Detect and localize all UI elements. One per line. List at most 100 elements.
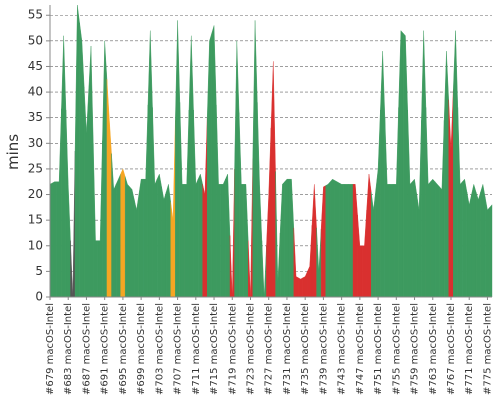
area-segment bbox=[416, 120, 422, 298]
area-segment bbox=[348, 184, 354, 298]
area-segment bbox=[489, 204, 493, 298]
x-tick-label: #743 macOS-Intel bbox=[337, 303, 348, 395]
area-segment bbox=[275, 171, 281, 298]
x-tick-label: #755 macOS-Intel bbox=[391, 303, 402, 395]
area-segment bbox=[202, 117, 208, 298]
area-segment bbox=[88, 45, 94, 298]
area-segment bbox=[143, 104, 149, 298]
area-segment bbox=[124, 176, 130, 298]
area-segment bbox=[115, 173, 121, 298]
area-segment bbox=[448, 89, 454, 298]
area-segment bbox=[412, 178, 418, 298]
x-tick-label: #695 macOS-Intel bbox=[118, 303, 129, 395]
area-segment bbox=[138, 178, 144, 298]
x-tick-label: #703 macOS-Intel bbox=[154, 303, 165, 395]
x-tick-label: #759 macOS-Intel bbox=[410, 303, 421, 395]
area-segment bbox=[339, 182, 345, 298]
x-tick-label: #727 macOS-Intel bbox=[264, 303, 275, 395]
x-tick-label: #747 macOS-Intel bbox=[355, 303, 366, 395]
x-tick-label: #739 macOS-Intel bbox=[318, 303, 329, 395]
area-segment bbox=[147, 30, 153, 298]
y-tick-label: 15 bbox=[28, 213, 43, 227]
x-tick-label: #767 macOS-Intel bbox=[446, 303, 457, 395]
y-tick-label: 50 bbox=[28, 33, 43, 47]
area-segment bbox=[380, 51, 386, 298]
x-tick-label: #723 macOS-Intel bbox=[245, 303, 256, 395]
x-tick-label: #763 macOS-Intel bbox=[428, 303, 439, 395]
area-segment bbox=[61, 35, 67, 298]
area-segment bbox=[302, 271, 308, 298]
area-segment bbox=[225, 173, 231, 298]
area-segment bbox=[402, 32, 408, 298]
y-tick-label: 20 bbox=[28, 187, 43, 201]
area-segment bbox=[65, 110, 71, 298]
area-segment bbox=[74, 4, 80, 298]
area-segment bbox=[343, 184, 349, 298]
area-segment bbox=[270, 61, 276, 298]
area-segment bbox=[279, 181, 285, 298]
x-tick-label: #699 macOS-Intel bbox=[136, 303, 147, 395]
area-segment bbox=[56, 108, 62, 298]
area-segment bbox=[361, 209, 367, 298]
y-tick-label: 55 bbox=[28, 8, 43, 22]
area-segment bbox=[393, 107, 399, 298]
area-segment bbox=[284, 178, 290, 298]
area-segment bbox=[193, 110, 199, 298]
x-tick-label: #735 macOS-Intel bbox=[300, 303, 311, 395]
area-segment bbox=[466, 191, 472, 298]
x-tick-label: #707 macOS-Intel bbox=[173, 303, 184, 395]
y-tick-label: 25 bbox=[28, 161, 43, 175]
y-axis-label: mins bbox=[4, 134, 22, 170]
area-segment bbox=[52, 181, 58, 298]
area-segment bbox=[289, 178, 294, 298]
area-segment bbox=[316, 227, 322, 298]
area-segment bbox=[462, 178, 468, 298]
x-tick-label: #731 macOS-Intel bbox=[282, 303, 293, 395]
area-segment bbox=[111, 153, 117, 298]
area-segment bbox=[188, 35, 194, 298]
y-tick-label: 10 bbox=[28, 238, 43, 252]
area-segment bbox=[152, 107, 158, 298]
y-tick-label: 45 bbox=[28, 59, 43, 73]
x-tick-label: #775 macOS-Intel bbox=[482, 303, 493, 395]
y-tick-label: 30 bbox=[28, 136, 43, 150]
area-segment bbox=[120, 168, 126, 298]
x-tick-label: #719 macOS-Intel bbox=[227, 303, 238, 395]
area-segment bbox=[357, 215, 363, 298]
area-segment bbox=[484, 197, 490, 298]
area-segment bbox=[325, 181, 331, 298]
area-segment bbox=[161, 186, 167, 298]
area-segment bbox=[129, 186, 135, 298]
x-tick-label: #715 macOS-Intel bbox=[209, 303, 220, 395]
area-segment bbox=[234, 40, 240, 298]
area-segment bbox=[97, 140, 103, 298]
x-tick-label: #771 macOS-Intel bbox=[464, 303, 475, 395]
area-segment bbox=[398, 30, 404, 298]
area-segment bbox=[170, 120, 176, 298]
area-segment bbox=[371, 189, 377, 298]
area-segment bbox=[443, 51, 449, 298]
area-segment bbox=[375, 110, 381, 298]
x-tick-label: #683 macOS-Intel bbox=[63, 303, 74, 395]
x-tick-label: #691 macOS-Intel bbox=[100, 303, 111, 395]
x-tick-label: #679 macOS-Intel bbox=[45, 303, 56, 395]
area-segment bbox=[257, 102, 263, 298]
area-segment bbox=[384, 117, 390, 298]
area-segment bbox=[248, 158, 253, 298]
y-tick-label: 40 bbox=[28, 85, 43, 99]
area-segment bbox=[266, 127, 272, 298]
area-segment bbox=[434, 181, 440, 298]
area-segment bbox=[293, 227, 299, 298]
y-tick-label: 5 bbox=[35, 264, 43, 278]
area-segment bbox=[243, 184, 249, 298]
area-segment bbox=[334, 180, 340, 298]
area-segment bbox=[184, 110, 190, 298]
area-segment bbox=[311, 184, 317, 298]
area-segment bbox=[320, 185, 326, 298]
area-segment bbox=[453, 30, 459, 298]
area-segment bbox=[471, 183, 477, 298]
y-tick-label: 0 bbox=[35, 290, 43, 304]
area-segment bbox=[330, 178, 335, 298]
area-segment bbox=[220, 179, 226, 298]
